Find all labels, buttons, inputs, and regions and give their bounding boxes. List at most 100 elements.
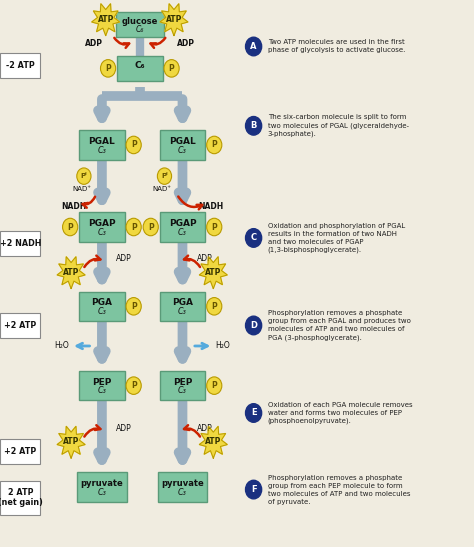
Text: A: A xyxy=(250,42,257,51)
FancyBboxPatch shape xyxy=(0,53,40,78)
Text: +2 ATP: +2 ATP xyxy=(4,447,36,456)
FancyBboxPatch shape xyxy=(79,292,125,321)
Text: PGAL: PGAL xyxy=(169,137,196,146)
Text: ATP: ATP xyxy=(205,437,221,446)
Circle shape xyxy=(77,168,91,184)
Circle shape xyxy=(126,298,141,315)
FancyBboxPatch shape xyxy=(160,130,205,160)
Text: P: P xyxy=(131,302,137,311)
Text: P: P xyxy=(131,223,137,231)
FancyBboxPatch shape xyxy=(117,56,163,81)
FancyBboxPatch shape xyxy=(160,212,205,242)
Text: P: P xyxy=(148,223,154,231)
Text: C₃: C₃ xyxy=(98,228,106,237)
Text: P: P xyxy=(211,141,217,149)
Circle shape xyxy=(143,218,158,236)
FancyBboxPatch shape xyxy=(79,371,125,400)
Text: C₃: C₃ xyxy=(178,146,187,155)
Text: C₆: C₆ xyxy=(136,25,144,33)
FancyBboxPatch shape xyxy=(116,12,164,37)
Text: F: F xyxy=(251,485,256,494)
Circle shape xyxy=(246,316,262,335)
FancyBboxPatch shape xyxy=(79,130,125,160)
Text: Pᴵ: Pᴵ xyxy=(81,173,87,179)
Text: PGAL: PGAL xyxy=(89,137,115,146)
FancyBboxPatch shape xyxy=(157,472,207,502)
Circle shape xyxy=(246,117,262,135)
Text: Oxidation of each PGA molecule removes
water and forms two molecules of PEP
(pho: Oxidation of each PGA molecule removes w… xyxy=(268,401,412,424)
Polygon shape xyxy=(160,4,188,36)
Circle shape xyxy=(246,480,262,499)
Text: NAD⁺: NAD⁺ xyxy=(72,186,91,191)
FancyBboxPatch shape xyxy=(160,292,205,321)
FancyBboxPatch shape xyxy=(0,481,40,515)
Text: C₃: C₃ xyxy=(178,487,187,497)
Text: pyruvate: pyruvate xyxy=(81,479,123,488)
Circle shape xyxy=(207,136,222,154)
Text: +2 NADH: +2 NADH xyxy=(0,239,41,248)
FancyBboxPatch shape xyxy=(77,472,127,502)
Text: ATP: ATP xyxy=(63,267,79,277)
Circle shape xyxy=(126,377,141,394)
Circle shape xyxy=(207,218,222,236)
Text: ADP: ADP xyxy=(85,39,103,48)
Polygon shape xyxy=(57,426,85,458)
Text: NAD⁺: NAD⁺ xyxy=(153,186,172,191)
Text: C₃: C₃ xyxy=(178,307,187,316)
Circle shape xyxy=(207,298,222,315)
Text: ATP: ATP xyxy=(98,15,114,24)
Text: C₆: C₆ xyxy=(135,61,145,70)
Text: H₂O: H₂O xyxy=(215,341,230,351)
Text: ADP: ADP xyxy=(197,423,212,433)
Text: D: D xyxy=(250,321,257,330)
Text: ADP: ADP xyxy=(197,254,212,263)
Text: P: P xyxy=(211,302,217,311)
Text: pyruvate: pyruvate xyxy=(161,479,204,488)
Text: ADP: ADP xyxy=(177,39,195,48)
Text: Phosphorylation removes a phosphate
group from each PGAL and produces two
molecu: Phosphorylation removes a phosphate grou… xyxy=(268,310,410,341)
Text: NADH: NADH xyxy=(61,202,86,211)
Circle shape xyxy=(246,404,262,422)
Polygon shape xyxy=(199,257,228,289)
Text: C₃: C₃ xyxy=(98,307,106,316)
Text: The six-carbon molecule is split to form
two molecules of PGAL (glyceraldehyde-
: The six-carbon molecule is split to form… xyxy=(268,114,409,137)
Text: E: E xyxy=(251,409,256,417)
Text: PEP: PEP xyxy=(173,378,192,387)
Circle shape xyxy=(164,60,179,77)
Text: P: P xyxy=(105,64,111,73)
Circle shape xyxy=(246,37,262,56)
Text: P: P xyxy=(169,64,174,73)
Text: C₃: C₃ xyxy=(98,386,106,395)
Text: +2 ATP: +2 ATP xyxy=(4,321,36,330)
Text: ATP: ATP xyxy=(205,267,221,277)
FancyBboxPatch shape xyxy=(0,231,40,256)
Text: PGA: PGA xyxy=(172,299,193,307)
Text: P: P xyxy=(67,223,73,231)
Text: 2 ATP
(net gain): 2 ATP (net gain) xyxy=(0,488,43,508)
Text: NADH: NADH xyxy=(198,202,224,211)
Polygon shape xyxy=(91,4,120,36)
FancyBboxPatch shape xyxy=(160,371,205,400)
Text: C₃: C₃ xyxy=(98,146,106,155)
Circle shape xyxy=(246,229,262,247)
Circle shape xyxy=(100,60,116,77)
Text: ATP: ATP xyxy=(166,15,182,24)
Text: C₃: C₃ xyxy=(98,487,106,497)
Text: P: P xyxy=(131,381,137,390)
Text: P: P xyxy=(211,381,217,390)
Polygon shape xyxy=(57,257,85,289)
Text: PGAP: PGAP xyxy=(88,219,116,228)
Polygon shape xyxy=(199,426,228,458)
Circle shape xyxy=(126,218,141,236)
Text: B: B xyxy=(250,121,257,130)
Text: Oxidation and phosphorylation of PGAL
results in the formation of two NADH
and t: Oxidation and phosphorylation of PGAL re… xyxy=(268,223,405,253)
FancyBboxPatch shape xyxy=(0,313,40,338)
Text: Phosphorylation removes a phosphate
group from each PEP molecule to form
two mol: Phosphorylation removes a phosphate grou… xyxy=(268,475,410,504)
Text: PGAP: PGAP xyxy=(169,219,196,228)
Text: PEP: PEP xyxy=(92,378,111,387)
Circle shape xyxy=(207,377,222,394)
Text: ATP: ATP xyxy=(63,437,79,446)
Text: -2 ATP: -2 ATP xyxy=(6,61,35,70)
Text: Two ATP molecules are used in the first
phase of glycolysis to activate glucose.: Two ATP molecules are used in the first … xyxy=(268,39,405,54)
FancyBboxPatch shape xyxy=(79,212,125,242)
